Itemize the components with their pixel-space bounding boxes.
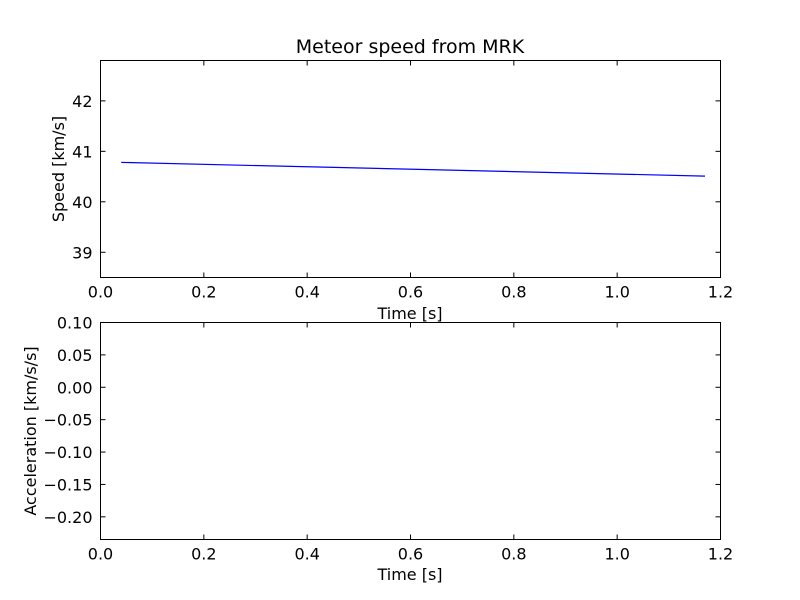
speed-series-layer bbox=[121, 161, 706, 177]
speed-x-tick-label: 0.6 bbox=[398, 283, 423, 302]
acceleration-plot: 0.0 0.2 0.4 0.6 0.8 1.0 1.2 0.10 0.05 0.00 −0.05 −… bbox=[21, 314, 733, 585]
speed-x-axis-label: Time [s] bbox=[376, 304, 442, 323]
speed-x-tick-label: 0.4 bbox=[294, 283, 319, 302]
acceleration-x-axis-label: Time [s] bbox=[376, 565, 442, 584]
acceleration-y-ticks: 0.10 0.05 0.00 −0.05 −0.10 −0.15 −0.20 bbox=[43, 314, 721, 527]
speed-y-tick-label: 40 bbox=[72, 193, 92, 212]
speed-y-ticks: 39 40 41 42 bbox=[72, 92, 721, 262]
acceleration-x-tick-label: 0.4 bbox=[294, 545, 319, 564]
speed-x-tick-label: 0.0 bbox=[88, 283, 113, 302]
speed-y-tick-label: 42 bbox=[72, 92, 92, 111]
speed-plot-title: Meteor speed from MRK bbox=[296, 36, 525, 58]
acceleration-y-tick-label: 0.10 bbox=[57, 314, 93, 333]
acceleration-x-ticks: 0.0 0.2 0.4 0.6 0.8 1.0 1.2 bbox=[88, 322, 733, 564]
acceleration-y-tick-label: −0.20 bbox=[43, 508, 92, 527]
acceleration-y-tick-label: 0.00 bbox=[57, 378, 93, 397]
acceleration-y-tick-label: −0.05 bbox=[43, 411, 92, 430]
speed-y-tick-label: 41 bbox=[72, 142, 92, 161]
acceleration-x-tick-label: 0.2 bbox=[191, 545, 216, 564]
acceleration-x-tick-label: 1.0 bbox=[604, 545, 629, 564]
acceleration-y-axis-label: Acceleration [km/s/s] bbox=[21, 346, 40, 515]
acceleration-x-tick-label: 0.6 bbox=[398, 545, 423, 564]
speed-x-tick-label: 1.0 bbox=[604, 283, 629, 302]
speed-x-tick-label: 0.2 bbox=[191, 283, 216, 302]
acceleration-y-tick-label: 0.05 bbox=[57, 346, 93, 365]
speed-y-tick-label: 39 bbox=[72, 243, 92, 262]
speed-x-tick-label: 1.2 bbox=[708, 283, 733, 302]
acceleration-y-tick-label: −0.15 bbox=[43, 475, 92, 494]
acceleration-x-tick-label: 0.8 bbox=[501, 545, 526, 564]
speed-x-ticks: 0.0 0.2 0.4 0.6 0.8 1.0 1.2 bbox=[88, 60, 733, 302]
speed-y-axis-label: Speed [km/s] bbox=[49, 116, 68, 222]
acceleration-x-tick-label: 0.0 bbox=[88, 545, 113, 564]
speed-series-line bbox=[121, 161, 706, 177]
speed-x-tick-label: 0.8 bbox=[501, 283, 526, 302]
speed-plot: Meteor speed from MRK 0.0 0.2 0.4 0.6 0.8 1.0… bbox=[49, 36, 733, 323]
acceleration-x-tick-label: 1.2 bbox=[708, 545, 733, 564]
acceleration-y-tick-label: −0.10 bbox=[43, 443, 92, 462]
